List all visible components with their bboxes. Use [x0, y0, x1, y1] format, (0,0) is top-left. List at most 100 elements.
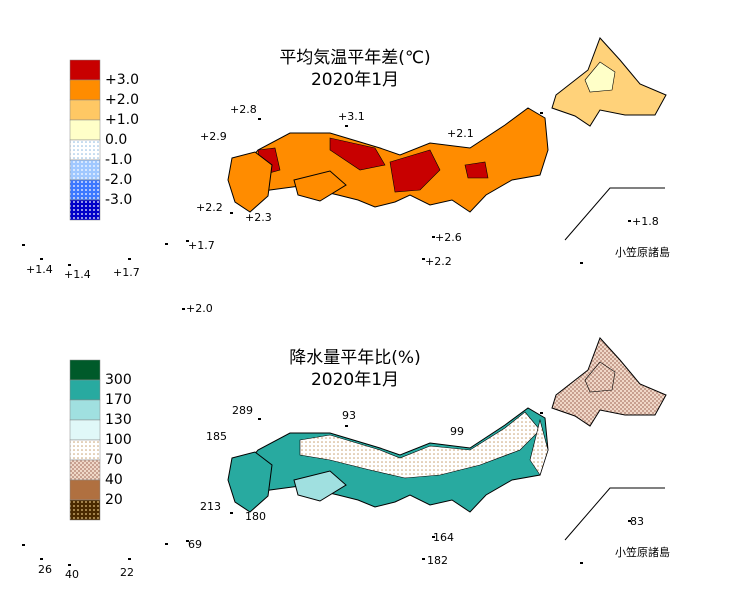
legend-label: -1.0 [105, 152, 132, 168]
station-label: +1.7 [188, 239, 215, 252]
legend-swatch [69, 179, 101, 201]
island [22, 244, 25, 246]
island [422, 258, 425, 260]
island [128, 558, 131, 560]
island [230, 512, 233, 514]
legend-label: +2.0 [105, 92, 139, 108]
island [258, 118, 261, 120]
inset-border [564, 487, 665, 541]
island [230, 212, 233, 214]
region [329, 137, 386, 171]
station-label: 40 [65, 568, 79, 581]
region [389, 149, 441, 193]
legend-swatch [69, 459, 101, 481]
island [580, 562, 583, 564]
station-label: +2.9 [200, 130, 227, 143]
island [182, 308, 185, 310]
legend-swatch [69, 119, 101, 141]
legend-swatch [69, 499, 101, 521]
region [464, 161, 489, 179]
island [68, 264, 71, 266]
station-label: +1.4 [64, 268, 91, 281]
island [432, 536, 435, 538]
legend-swatch [69, 379, 101, 401]
map-title: 平均気温平年差(℃) [279, 48, 430, 68]
legend-swatch [69, 439, 101, 461]
legend-swatch [69, 359, 101, 381]
land [227, 151, 273, 213]
station-label: 180 [245, 510, 266, 523]
station-label: 213 [200, 500, 221, 513]
station-label: 182 [427, 554, 448, 567]
legend-swatch [69, 419, 101, 441]
legend-swatch [69, 79, 101, 101]
island [422, 558, 425, 560]
island [22, 544, 25, 546]
legend-label: 130 [105, 412, 132, 428]
region [584, 361, 616, 393]
precipitation-panel: 降水量平年比(%) 2020年1月 300 170 130 100 70 40 20 小笠原諸… [22, 337, 670, 581]
station-label: +1.8 [632, 215, 659, 228]
island [432, 236, 435, 238]
legend-label: 300 [105, 372, 132, 388]
legend-swatch [69, 59, 101, 81]
station-label: 22 [120, 566, 134, 579]
station-label: 99 [450, 425, 464, 438]
legend-label: +1.0 [105, 112, 139, 128]
island [540, 112, 543, 114]
station-label: 83 [630, 515, 644, 528]
station-label: 164 [433, 531, 454, 544]
legend-swatch [69, 159, 101, 181]
station-label: 185 [206, 430, 227, 443]
station-label: +2.3 [245, 211, 272, 224]
station-label: +2.2 [425, 255, 452, 268]
legend-label: +3.0 [105, 72, 139, 88]
island [628, 220, 631, 222]
island [165, 243, 168, 245]
legend-swatch [69, 399, 101, 421]
island [128, 258, 131, 260]
region [584, 61, 616, 93]
temperature-panel: 平均気温平年差(℃) 2020年1月 +3.0 +2.0 +1.0 0.0 -1.0 -2… [22, 37, 670, 315]
legend-label: 70 [105, 452, 123, 468]
island [580, 262, 583, 264]
station-label: +2.1 [447, 127, 474, 140]
island [258, 418, 261, 420]
inset-label: 小笠原諸島 [615, 545, 670, 559]
island [186, 540, 189, 542]
legend-swatch [69, 479, 101, 501]
inset-border [564, 187, 665, 241]
station-label: +2.8 [230, 103, 257, 116]
station-label: 289 [232, 404, 253, 417]
island [40, 558, 43, 560]
legend-swatch [69, 99, 101, 121]
land [227, 451, 273, 513]
map-subtitle: 2020年1月 [311, 370, 399, 390]
station-label: +2.0 [186, 302, 213, 315]
island [345, 125, 348, 127]
legend-label: 100 [105, 432, 132, 448]
island [628, 520, 631, 522]
land [293, 470, 347, 502]
legend-label: 40 [105, 472, 123, 488]
region [529, 418, 549, 476]
island [165, 543, 168, 545]
station-label: 69 [188, 538, 202, 551]
map-subtitle: 2020年1月 [311, 70, 399, 90]
station-label: +1.4 [26, 263, 53, 276]
land [293, 170, 347, 202]
island [540, 412, 543, 414]
island [68, 564, 71, 566]
island [186, 240, 189, 242]
legend-swatch [69, 199, 101, 221]
station-label: 93 [342, 409, 356, 422]
station-label: +2.6 [435, 231, 462, 244]
legend-label: -2.0 [105, 172, 132, 188]
inset-label: 小笠原諸島 [615, 245, 670, 259]
legend-label: -3.0 [105, 192, 132, 208]
legend-swatch [69, 139, 101, 161]
island [40, 258, 43, 260]
station-label: +3.1 [338, 110, 365, 123]
map-title: 降水量平年比(%) [289, 348, 420, 368]
station-label: +1.7 [113, 266, 140, 279]
